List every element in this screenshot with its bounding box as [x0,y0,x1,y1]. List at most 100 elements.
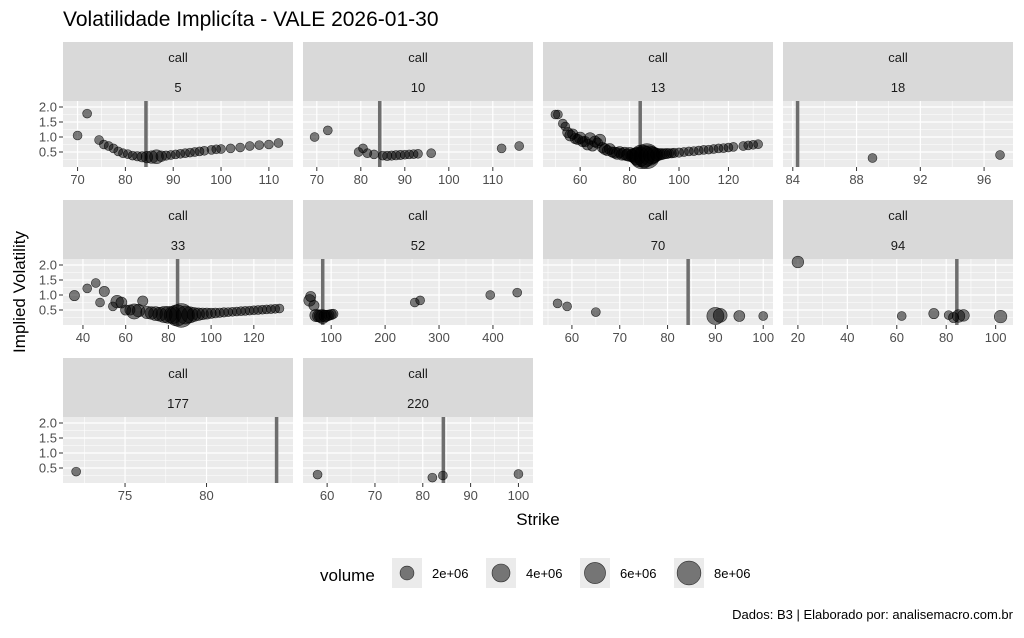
facet-panel-18: call 18 84 88 92 96 [783,42,1013,187]
y-tick-label: 0.5 [39,303,57,318]
data-point [552,298,563,309]
data-point [758,311,768,321]
facet-strip-days: 94 [891,238,905,253]
facet-strip-days: 5 [174,80,181,95]
data-point [753,139,763,149]
facet-strip-days: 13 [651,80,665,95]
x-tick-label: 100 [508,488,530,503]
panel-background [303,417,533,483]
data-point [485,290,496,300]
y-tick-label: 1.5 [39,273,57,288]
x-tick-label: 88 [849,172,863,187]
y-tick-label: 0.5 [39,461,57,476]
chart-title: Volatilidade Implicíta - VALE 2026-01-30 [63,8,439,31]
legend-key-symbol [399,565,415,581]
data-point [244,141,255,151]
facet-panel-52: call 52 100 200 300 400 [303,200,533,345]
x-tick-label: 100 [200,330,222,345]
y-tick-label: 2.0 [39,258,57,273]
facet-strip [543,42,773,101]
y-tick-label: 2.0 [39,100,57,115]
legend-key-label: 2e+06 [432,566,469,581]
panel-background [303,259,533,325]
legend-key-symbol [491,563,511,583]
facet-strip [63,42,293,101]
data-point [514,141,524,151]
facet-strip-type: call [408,366,428,381]
legend: volume 2e+06 4e+06 6e+06 8e+06 [320,558,751,588]
data-point [513,469,524,479]
x-tick-label: 70 [613,330,627,345]
x-axis-title: Strike [516,510,559,529]
facet-strip-type: call [408,208,428,223]
facet-panel-5: call 5 0.51.01.52.0 70 80 90 100 110 [39,42,293,187]
data-point [995,150,1005,160]
x-tick-label: 96 [977,172,991,187]
y-tick-label: 1.0 [39,288,57,303]
y-tick-label: 2.0 [39,416,57,431]
x-tick-label: 200 [374,330,396,345]
facet-strip [303,358,533,417]
x-tick-label: 110 [482,172,503,187]
legend-key-symbol [584,562,606,584]
data-point [137,295,149,307]
caption: Dados: B3 | Elaborado por: analisemacro.… [732,607,1014,622]
facet-strip-type: call [408,50,428,65]
x-tick-label: 90 [166,172,180,187]
facet-strip [303,42,533,101]
facet-panel-94: call 94 20 40 60 80 100 [783,200,1013,345]
facet-strip-type: call [888,208,908,223]
data-point [957,309,970,322]
data-point [71,466,81,477]
x-tick-label: 120 [243,330,265,345]
data-point [413,149,423,159]
x-tick-label: 80 [161,330,175,345]
data-point [896,311,907,321]
facet-strip-days: 70 [651,238,665,253]
x-tick-label: 20 [791,330,805,345]
facet-panel-33: call 33 0.51.01.52.0 40 60 80 100 120 [39,200,293,345]
legend-key-label: 4e+06 [526,566,563,581]
data-point [426,148,436,158]
x-tick-label: 40 [840,330,854,345]
data-point [264,139,274,150]
facet-strip-days: 18 [891,80,905,95]
data-point [438,470,448,481]
data-point [928,308,940,320]
x-tick-label: 70 [310,172,324,187]
x-tick-label: 60 [890,330,904,345]
x-tick-label: 80 [939,330,953,345]
data-point [95,297,105,308]
facet-strip-type: call [888,50,908,65]
x-tick-label: 80 [118,172,132,187]
data-point [254,140,265,150]
x-tick-label: 90 [398,172,412,187]
data-point [323,125,333,136]
data-point [867,153,878,163]
facet-panel-10: call 10 70 80 90 100 110 [303,42,533,187]
x-tick-label: 60 [118,330,132,345]
panel-background [783,101,1013,167]
x-tick-label: 100 [438,172,460,187]
facet-panel-13: call 13 60 80 100 120 [543,42,773,187]
x-tick-label: 120 [718,172,740,187]
data-point [82,283,92,294]
data-point [68,290,80,302]
data-point [216,144,226,154]
facet-strip-type: call [168,50,188,65]
x-tick-label: 110 [259,172,280,187]
x-tick-label: 40 [76,330,90,345]
facet-strip [783,200,1013,259]
facet-panel-177: call 177 0.51.01.52.0 75 80 [39,358,293,503]
x-tick-label: 60 [565,330,579,345]
x-tick-label: 92 [913,172,927,187]
x-tick-label: 60 [320,488,334,503]
x-tick-label: 60 [573,172,587,187]
legend-key-label: 6e+06 [620,566,657,581]
legend-key-label: 8e+06 [714,566,751,581]
facet-strip-days: 52 [411,238,425,253]
x-tick-label: 80 [416,488,430,503]
